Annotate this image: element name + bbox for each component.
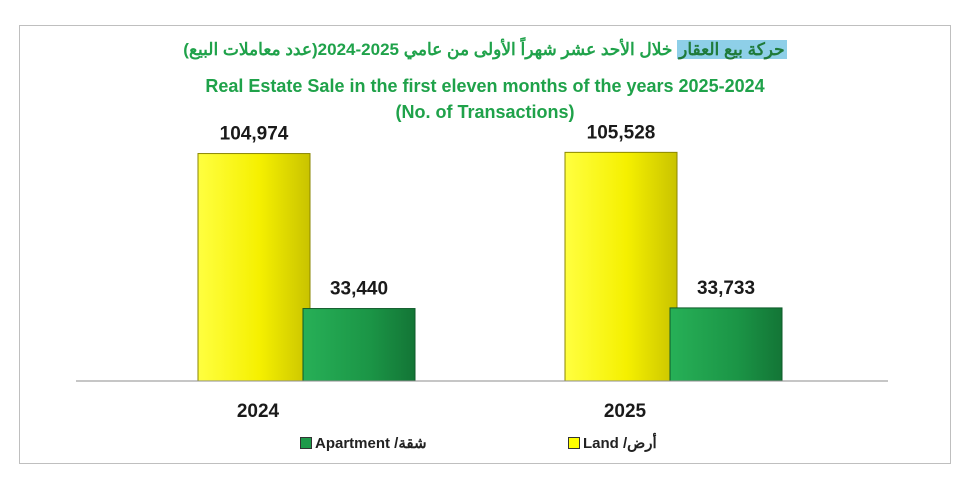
chart-title-arabic-rest: خلال الأحد عشر شهراً الأولى من عامي 2025… (183, 40, 673, 59)
legend-swatch-land (568, 437, 580, 450)
legend-label-apartment: Apartment /شقة (315, 435, 427, 453)
data-label-apartment-2024: 33,440 (330, 279, 388, 300)
chart-title-arabic: حركة بيع العقار خلال الأحد عشر شهراً الأ… (20, 40, 950, 60)
bar-land-2025 (564, 151, 678, 382)
chart-frame: حركة بيع العقار خلال الأحد عشر شهراً الأ… (19, 25, 951, 464)
bar-chart-plot: 104,974 33,440 2024 105,528 33,733 2025 (76, 122, 888, 422)
x-tick-label-2024: 2024 (237, 401, 280, 422)
chart-title: Real Estate Sale in the first eleven mon… (205, 76, 765, 96)
chart-subtitle: (No. of Transactions) (395, 102, 575, 122)
bar-land-2024 (197, 153, 311, 382)
legend-swatch-apartment (300, 437, 312, 450)
legend-item-apartment: Apartment /شقة (300, 434, 427, 452)
legend-item-land: Land /أرض (568, 434, 657, 452)
data-label-apartment-2025: 33,733 (697, 278, 755, 299)
data-label-land-2024: 104,974 (220, 124, 289, 145)
chart-title-arabic-highlight: حركة بيع العقار (677, 40, 787, 59)
data-label-land-2025: 105,528 (587, 122, 656, 143)
x-tick-label-2025: 2025 (604, 401, 647, 422)
legend-label-land: Land /أرض (583, 435, 657, 453)
bar-apartment-2024 (302, 308, 416, 382)
bar-apartment-2025 (669, 307, 783, 382)
